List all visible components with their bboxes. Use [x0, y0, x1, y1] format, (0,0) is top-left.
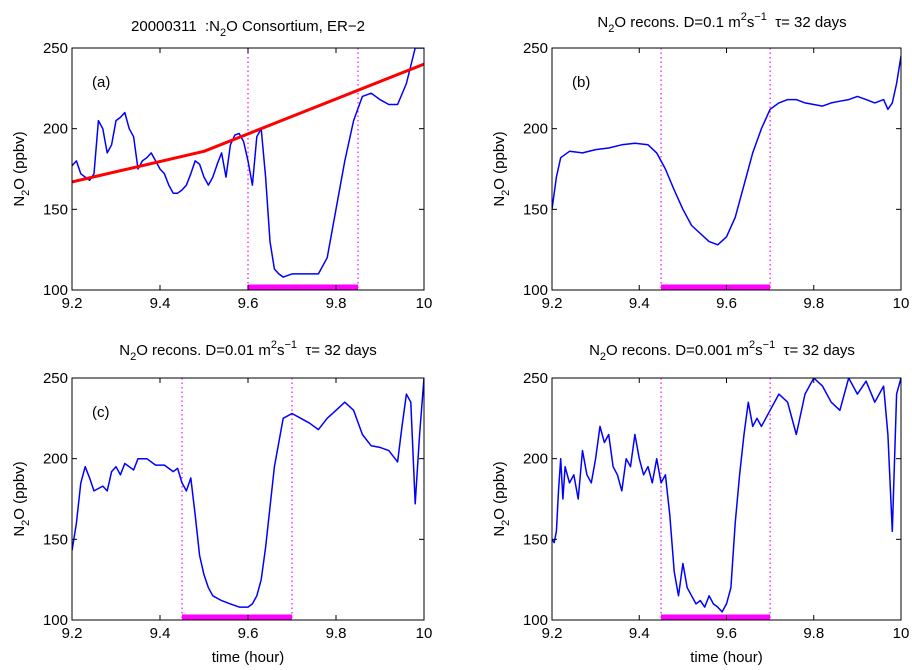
- chart-title: N2O recons. D=0.1 m2s−1 τ= 32 days: [597, 11, 846, 35]
- y-axis-label: N2O (ppbv): [11, 461, 32, 536]
- y-tick-label: 100: [523, 282, 548, 299]
- x-tick-label: 9.6: [716, 625, 737, 642]
- y-tick-label: 200: [43, 451, 68, 468]
- y-tick-label: 100: [43, 282, 68, 299]
- y-tick-label: 200: [523, 451, 548, 468]
- y-tick-label: 200: [43, 121, 68, 138]
- y-tick-label: 250: [43, 370, 68, 387]
- plot-frame: [551, 47, 902, 291]
- x-tick-label: 9.8: [326, 625, 347, 642]
- chart-title: N2O recons. D=0.01 m2s−1 τ= 32 days: [119, 339, 377, 363]
- x-tick-label: 9.6: [716, 295, 737, 312]
- x-tick-label: 9.4: [629, 295, 650, 312]
- y-tick-label: 100: [43, 612, 68, 629]
- y-tick-label: 250: [523, 40, 548, 57]
- x-axis-label: time (hour): [690, 649, 763, 666]
- chart-title: N2O recons. D=0.001 m2s−1 τ= 32 days: [589, 339, 855, 363]
- x-tick-label: 9.6: [238, 295, 259, 312]
- data-series-line: [552, 378, 901, 613]
- x-tick-label: 9.2: [542, 625, 563, 642]
- x-tick-label: 9.8: [803, 625, 824, 642]
- x-tick-label: 10: [893, 625, 910, 642]
- y-tick-label: 150: [43, 201, 68, 218]
- reference-line: [72, 62, 424, 184]
- x-tick-label: 10: [893, 295, 910, 312]
- x-tick-label: 9.6: [238, 625, 259, 642]
- chart-panel-4: 9.2 9.4 9.6 9.8 10 100 150 200 250 N2O recons. D=…: [491, 339, 909, 666]
- y-axis-label: N2O (ppbv): [491, 461, 512, 536]
- x-tick-label: 9.4: [150, 625, 171, 642]
- y-tick-label: 200: [523, 121, 548, 138]
- panel-label: (b): [572, 74, 590, 91]
- data-series-line: [72, 378, 424, 608]
- chart-title: 20000311 :N2O Consortium, ER−2: [131, 18, 365, 39]
- x-tick-label: 9.8: [326, 295, 347, 312]
- chart-panel-2: 9.2 9.4 9.6 9.8 10 100 150 200 250 N2O recons. D=…: [491, 11, 909, 312]
- x-tick-label: 10: [416, 295, 433, 312]
- panel-label: (c): [92, 404, 110, 421]
- y-tick-label: 150: [43, 531, 68, 548]
- x-tick-label: 9.8: [803, 295, 824, 312]
- y-axis-label: N2O (ppbv): [491, 131, 512, 206]
- data-series-line: [72, 48, 424, 278]
- x-tick-label: 9.4: [629, 625, 650, 642]
- y-tick-label: 100: [523, 612, 548, 629]
- y-tick-label: 150: [523, 201, 548, 218]
- y-axis-label: N2O (ppbv): [11, 131, 32, 206]
- chart-panel-1: 9.2 9.4 9.6 9.8 10 100 150 200 250 20000311 :N2O …: [11, 18, 432, 312]
- plot-frame: [71, 377, 425, 621]
- x-tick-label: 9.2: [542, 295, 563, 312]
- data-series-line: [552, 55, 901, 246]
- x-tick-label: 9.2: [62, 295, 83, 312]
- x-axis-label: time (hour): [212, 649, 285, 666]
- y-tick-label: 150: [523, 531, 548, 548]
- y-tick-label: 250: [523, 370, 548, 387]
- y-tick-label: 250: [43, 40, 68, 57]
- x-tick-label: 10: [416, 625, 433, 642]
- panel-label: (a): [92, 74, 110, 91]
- x-tick-label: 9.4: [150, 295, 171, 312]
- chart-panel-3: 9.2 9.4 9.6 9.8 10 100 150 200 250 N2O recons. D=…: [11, 339, 432, 666]
- x-tick-label: 9.2: [62, 625, 83, 642]
- plot-frame: [551, 377, 902, 621]
